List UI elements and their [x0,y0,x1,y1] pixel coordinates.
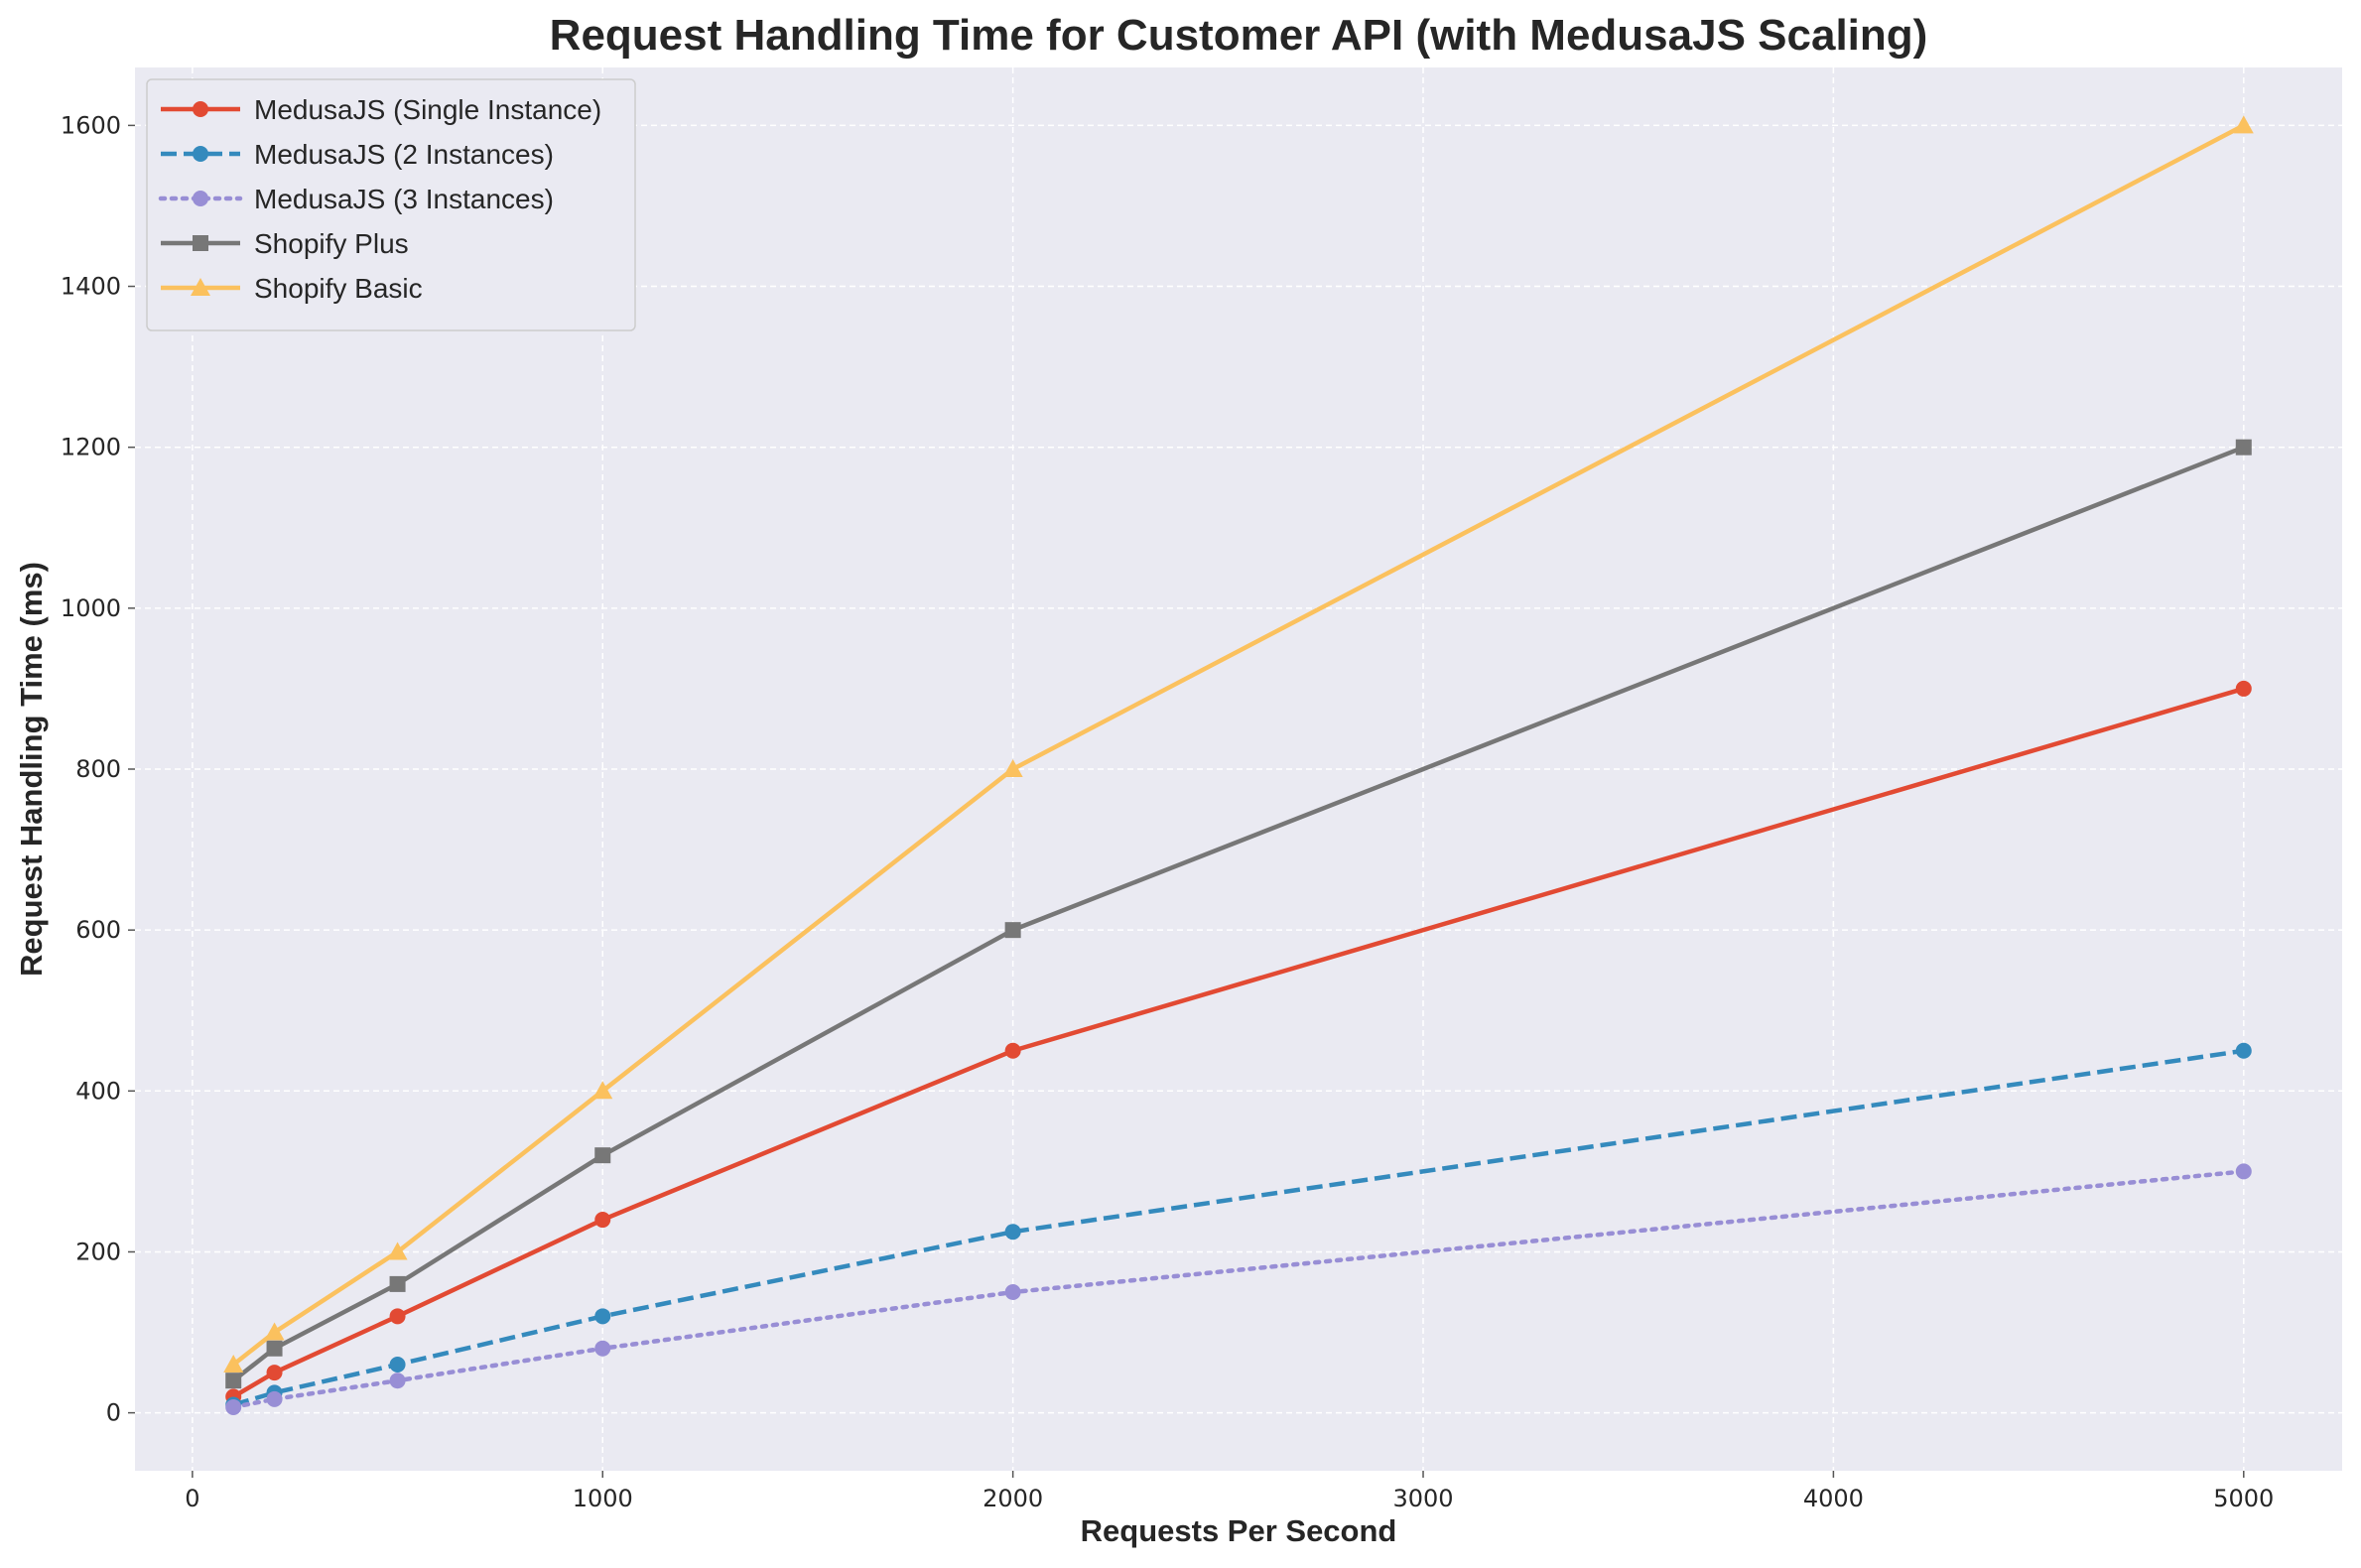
x-tick-label: 4000 [1803,1485,1864,1512]
data-point [389,1308,406,1325]
data-point [223,1354,244,1372]
legend-item-medusajs-single-instance: MedusaJS (Single Instance) [161,94,601,125]
data-point [594,1308,611,1325]
x-tick-label: 1000 [573,1485,633,1512]
y-tick-label: 0 [106,1399,121,1427]
legend-label: Shopify Plus [254,228,409,259]
y-tick-label: 1000 [61,594,121,622]
data-point [1004,1284,1021,1301]
data-point [225,1398,242,1415]
data-point [2233,115,2254,134]
y-tick-label: 400 [75,1077,121,1105]
x-tick-label: 3000 [1392,1485,1453,1512]
legend-label: MedusaJS (Single Instance) [254,94,601,125]
legend-item-medusajs-2-instances: MedusaJS (2 Instances) [161,139,554,170]
data-point [264,1322,285,1341]
legend-item-medusajs-3-instances: MedusaJS (3 Instances) [158,184,554,214]
data-point [2235,1042,2252,1059]
legend-box [146,78,636,331]
series-medusajs-3-instances [225,1163,2252,1415]
legend-label: MedusaJS (3 Instances) [254,184,554,214]
series-medusajs-single-instance [225,680,2252,1405]
x-tick-label: 5000 [2213,1485,2274,1512]
y-tick-label: 1600 [61,111,121,139]
data-point [2235,680,2252,697]
legend: MedusaJS (Single Instance) MedusaJS (2 In… [146,78,636,331]
legend-marker [193,235,208,251]
y-axis-title: Request Handling Time (ms) [14,562,49,977]
data-point [1004,1042,1021,1059]
data-point [594,1212,611,1229]
axes: 0 1000 2000 3000 4000 5000 0 200 400 600 800 1000 12… [61,111,2274,1512]
data-point [594,1147,611,1164]
legend-marker [193,191,208,206]
chart-title: Request Handling Time for Customer API (… [550,11,1928,60]
data-point [1002,759,1023,777]
y-tick-label: 1200 [61,434,121,461]
data-point [389,1356,406,1372]
legend-marker [191,278,210,296]
series-shopify-plus [225,439,2252,1389]
data-point [594,1340,611,1357]
data-point [266,1390,283,1407]
data-point [2235,1163,2252,1180]
x-axis-title: Requests Per Second [1081,1513,1397,1548]
data-point [225,1372,242,1389]
data-point [266,1340,283,1357]
series-group [223,115,2254,1415]
legend-marker [193,146,208,162]
x-tick-label: 2000 [983,1485,1043,1512]
y-tick-label: 600 [75,916,121,944]
x-tick-label: 0 [185,1485,199,1512]
series-shopify-basic [223,115,2254,1372]
data-point [266,1365,283,1381]
y-tick-label: 200 [75,1238,121,1265]
legend-item-shopify-plus: Shopify Plus [161,228,409,259]
data-point [1004,922,1021,939]
data-point [592,1081,613,1100]
legend-marker [193,101,208,117]
legend-item-shopify-basic: Shopify Basic [161,273,423,304]
data-point [2235,439,2252,456]
data-point [389,1275,406,1292]
legend-label: Shopify Basic [254,273,423,304]
data-point [1004,1224,1021,1241]
y-tick-label: 800 [75,755,121,783]
data-point [387,1241,408,1260]
y-tick-label: 1400 [61,273,121,301]
data-point [389,1372,406,1389]
legend-label: MedusaJS (2 Instances) [254,139,554,170]
